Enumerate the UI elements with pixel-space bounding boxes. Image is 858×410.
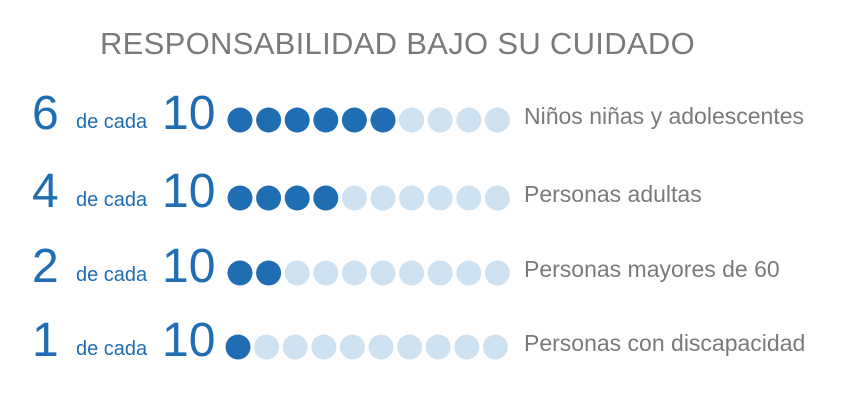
row-value: 1 (32, 314, 59, 367)
chart-title: RESPONSABILIDAD BAJO SU CUIDADO (100, 26, 695, 61)
empty-dot (484, 185, 510, 211)
empty-dot (341, 260, 367, 286)
empty-dot (427, 185, 453, 211)
empty-dot (399, 107, 425, 133)
filled-dot (341, 107, 367, 133)
pictograph-row: 4 de cada 10 Personas adultas (0, 164, 858, 224)
empty-dot (454, 334, 480, 360)
empty-dot (482, 334, 508, 360)
empty-dot (425, 334, 451, 360)
filled-dot (256, 107, 282, 133)
empty-dot (456, 185, 482, 211)
empty-dot (311, 334, 337, 360)
dot-strip (225, 334, 508, 360)
row-label: Niños niñas y adolescentes (524, 103, 804, 129)
filled-dot (284, 185, 310, 211)
empty-dot (370, 185, 396, 211)
row-label: Personas mayores de 60 (524, 256, 780, 282)
row-total: 10 (162, 87, 216, 140)
row-total: 10 (162, 240, 216, 293)
row-label: Personas adultas (524, 181, 702, 207)
empty-dot (456, 107, 482, 133)
dot-strip (227, 107, 510, 133)
empty-dot (370, 260, 396, 286)
empty-dot (427, 260, 453, 286)
filled-dot (225, 334, 251, 360)
filled-dot (227, 185, 253, 211)
empty-dot (427, 107, 453, 133)
dot-strip (227, 260, 510, 286)
row-connector: de cada (76, 338, 148, 360)
row-value: 6 (32, 87, 59, 140)
row-connector: de cada (76, 264, 148, 286)
row-value: 4 (32, 165, 59, 218)
row-label: Personas con discapacidad (524, 330, 806, 356)
empty-dot (397, 334, 423, 360)
row-total: 10 (162, 165, 216, 218)
empty-dot (484, 107, 510, 133)
filled-dot (256, 260, 282, 286)
pictograph-row: 6 de cada 10 Niños niñas y adolescentes (0, 86, 858, 146)
filled-dot (227, 260, 253, 286)
empty-dot (282, 334, 308, 360)
pictograph-row: 1 de cada 10 Personas con discapacidad (0, 313, 858, 373)
row-connector: de cada (76, 189, 148, 211)
empty-dot (484, 260, 510, 286)
empty-dot (368, 334, 394, 360)
filled-dot (313, 107, 339, 133)
empty-dot (399, 260, 425, 286)
empty-dot (254, 334, 280, 360)
empty-dot (399, 185, 425, 211)
empty-dot (313, 260, 339, 286)
empty-dot (341, 185, 367, 211)
filled-dot (370, 107, 396, 133)
filled-dot (227, 107, 253, 133)
row-value: 2 (32, 240, 59, 293)
row-connector: de cada (76, 111, 148, 133)
pictograph-row: 2 de cada 10 Personas mayores de 60 (0, 239, 858, 299)
dot-strip (227, 185, 510, 211)
filled-dot (256, 185, 282, 211)
empty-dot (456, 260, 482, 286)
empty-dot (284, 260, 310, 286)
row-total: 10 (162, 314, 216, 367)
filled-dot (284, 107, 310, 133)
filled-dot (313, 185, 339, 211)
empty-dot (339, 334, 365, 360)
